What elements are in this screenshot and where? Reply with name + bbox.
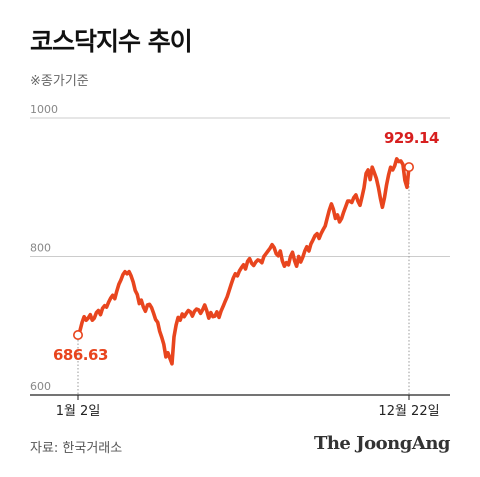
series-layer (76, 157, 411, 366)
endpoint-marker (403, 162, 414, 173)
y-axis-ticks: 1000 800 600 (30, 103, 58, 393)
data-label-start: 686.63 (53, 346, 108, 364)
endpoint-marker (73, 330, 84, 341)
x-axis-ticks: 1월 2일 12월 22일 (56, 395, 440, 419)
y-tick-label: 1000 (30, 103, 58, 116)
source-note: 자료: 한국거래소 (30, 441, 123, 456)
y-tick-label: 600 (30, 380, 51, 393)
y-tick-label: 800 (30, 242, 51, 255)
x-tick-label: 12월 22일 (378, 404, 439, 419)
markers (73, 162, 414, 341)
x-tick-label: 1월 2일 (56, 404, 101, 419)
chart-subtitle: ※종가기준 (30, 74, 89, 89)
data-label-end: 929.14 (384, 129, 439, 147)
guide-lines (77, 172, 410, 395)
brand-logo: The JoongAng (313, 433, 451, 454)
gridlines (30, 117, 450, 396)
data-labels: 686.63 929.14 (53, 129, 439, 364)
series-line (76, 157, 411, 366)
chart-title: 코스닥지수 추이 (30, 27, 193, 56)
